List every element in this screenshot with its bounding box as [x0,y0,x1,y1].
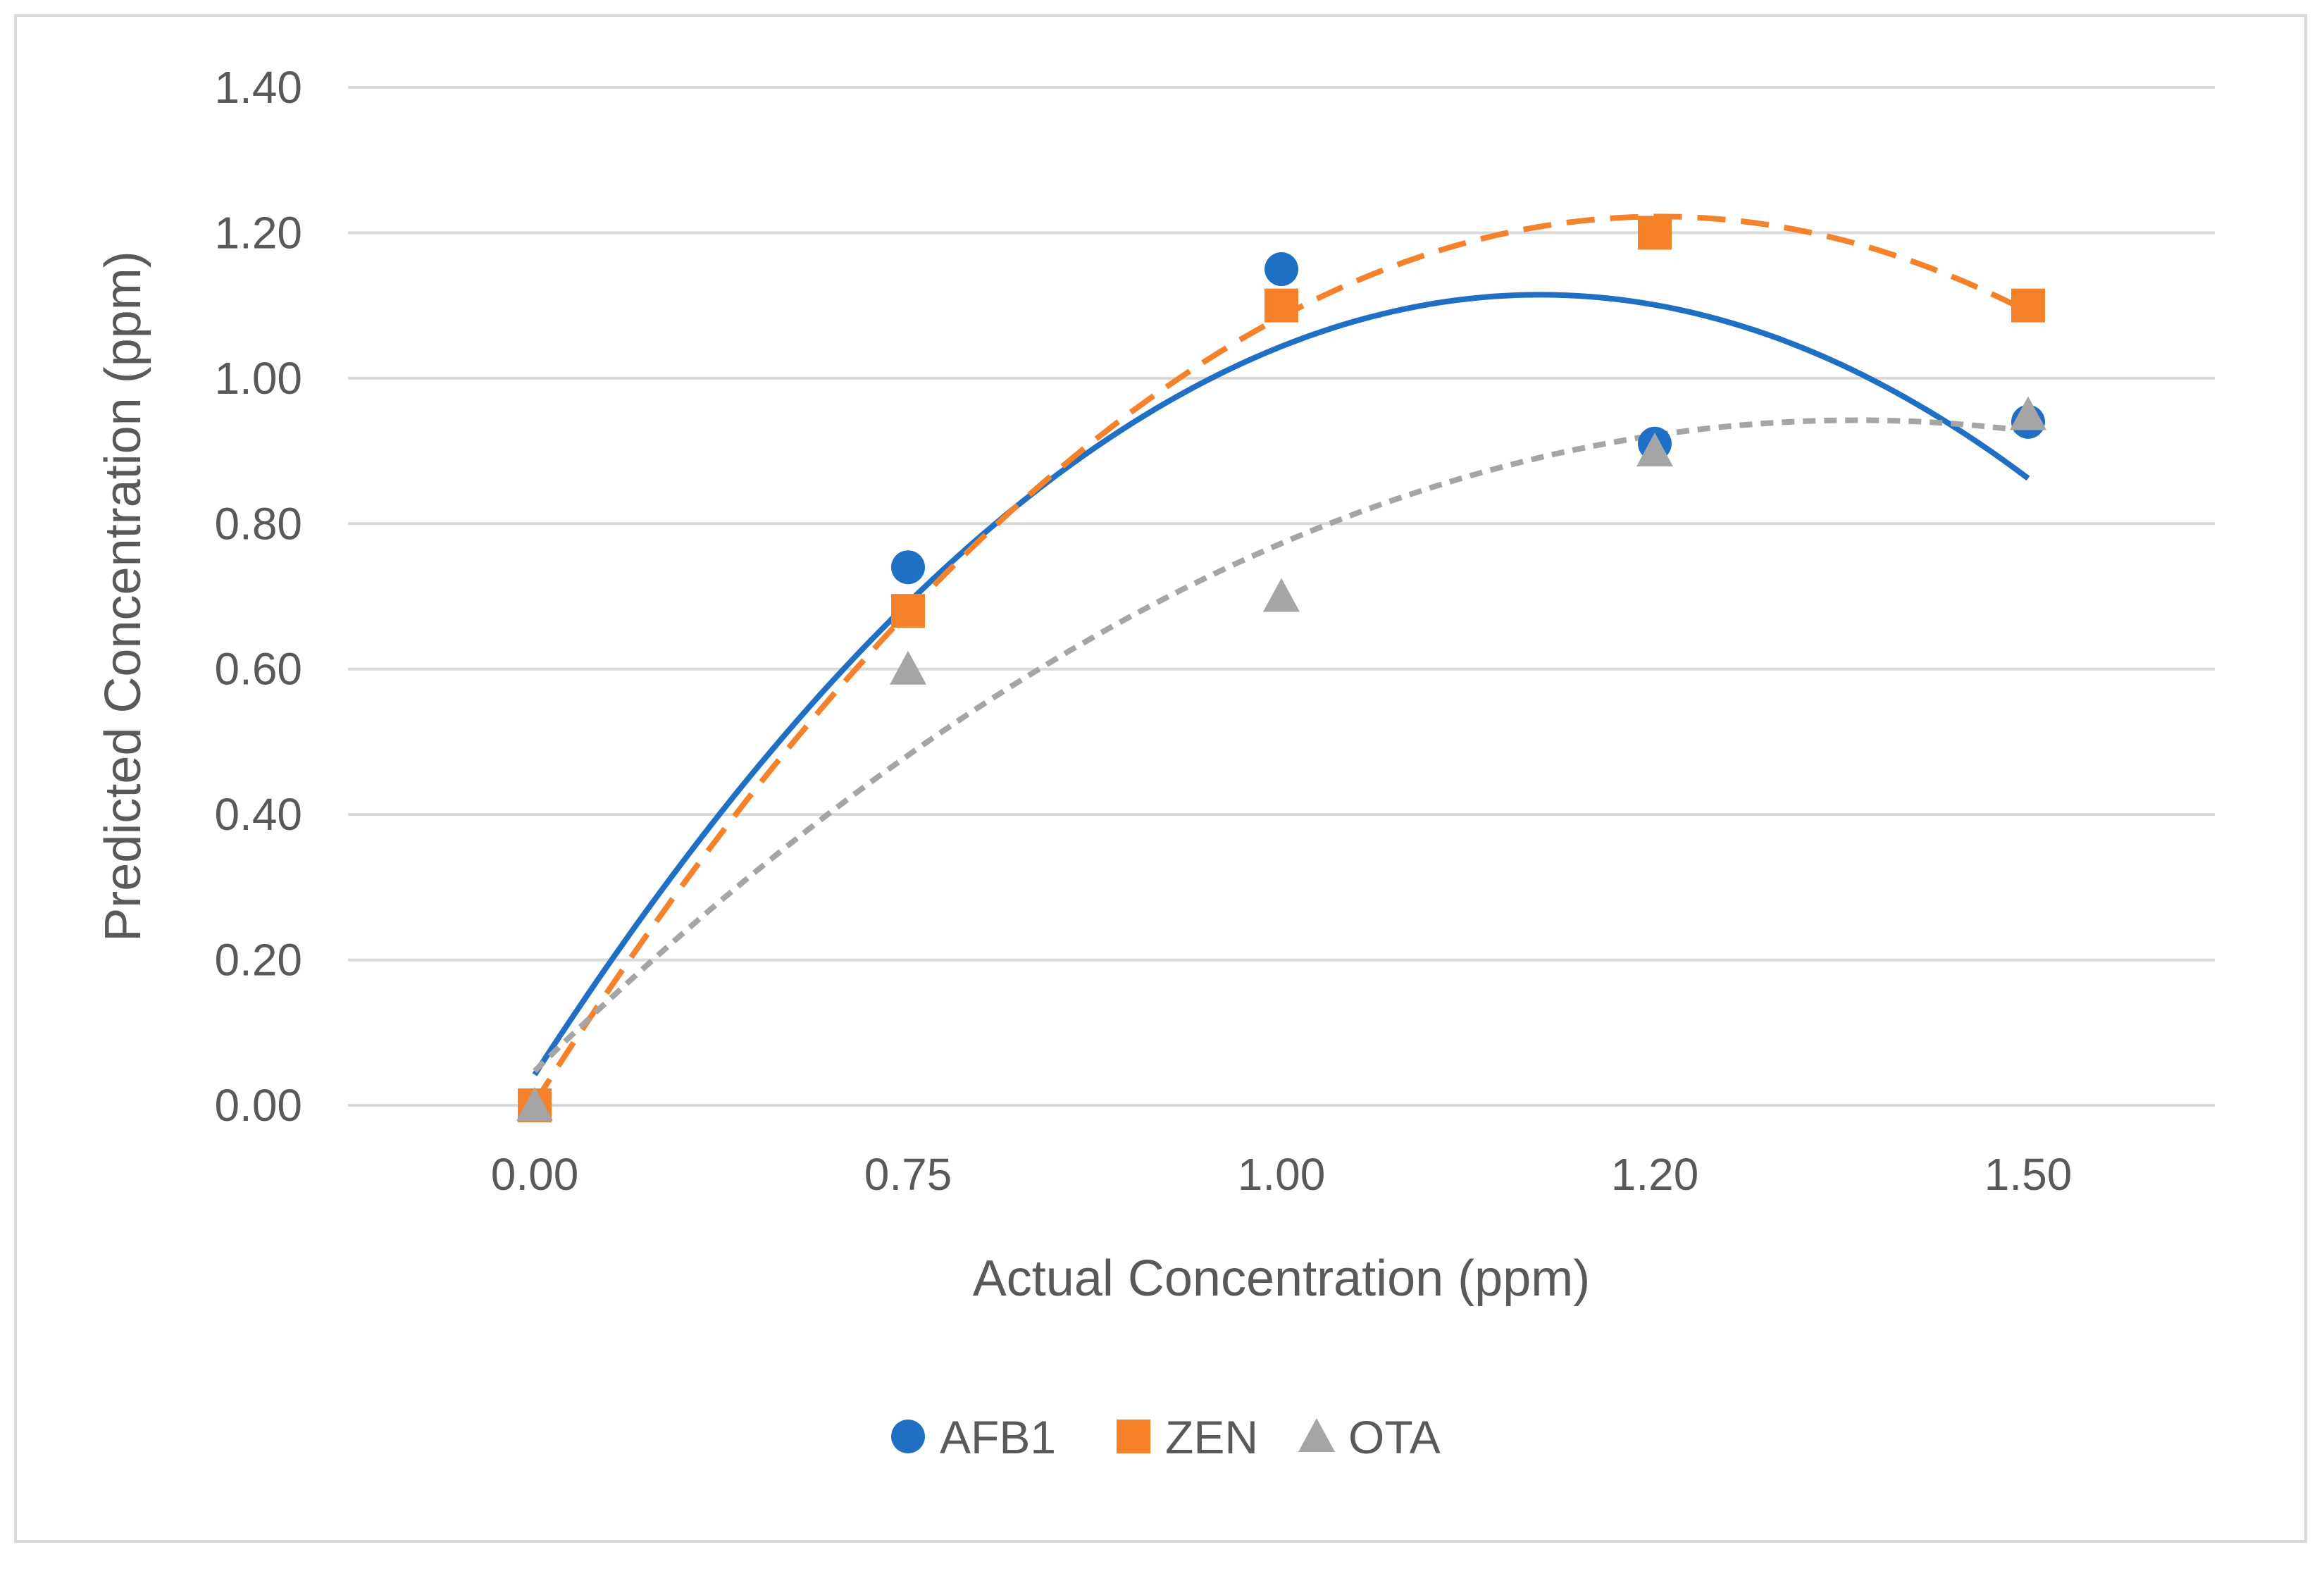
y-tick-label: 0.20 [214,935,302,986]
y-tick-label: 0.60 [214,644,302,695]
marker-layer [516,216,2046,1122]
data-point-afb1 [891,550,925,585]
x-tick-label: 1.50 [1984,1149,2073,1200]
y-tick-label: 0.80 [214,498,302,549]
trendline-afb1 [532,292,2030,1076]
legend: AFB1 ZEN OTA [891,1411,1441,1463]
y-tick-label: 1.40 [214,62,302,113]
x-tick-label: 1.00 [1238,1149,1326,1200]
x-axis-ticks: 0.00 0.75 1.00 1.20 1.50 [491,1149,2073,1200]
trendline-layer [532,213,2030,1105]
grid-layer [348,86,2215,1107]
y-tick-label: 1.20 [214,207,302,258]
trendline-ota [533,417,2029,1074]
data-point-ota [1263,578,1300,612]
x-tick-label: 0.75 [864,1149,952,1200]
y-axis-ticks: 0.00 0.20 0.40 0.60 0.80 1.00 1.20 1.40 [214,62,302,1131]
legend-marker-afb1 [891,1420,925,1453]
y-tick-label: 0.40 [214,789,302,840]
y-tick-label: 0.00 [214,1080,302,1131]
legend-marker-ota [1298,1418,1335,1452]
data-point-zen [1638,216,1672,250]
data-point-ota [890,650,926,685]
data-point-afb1 [1264,252,1298,287]
data-point-ota [1636,433,1673,467]
data-point-ota [2010,396,2046,430]
data-point-ota [516,1087,553,1121]
data-point-zen [891,594,925,628]
data-point-zen [1264,288,1298,323]
chart-frame: 0.00 0.20 0.40 0.60 0.80 1.00 1.20 1.40 0.00 0.7… [14,14,2307,1543]
x-tick-label: 1.20 [1611,1149,1699,1200]
legend-label-ota: OTA [1348,1411,1441,1463]
chart-svg: 0.00 0.20 0.40 0.60 0.80 1.00 1.20 1.40 0.00 0.7… [95,62,2215,1463]
legend-marker-zen [1117,1420,1150,1453]
legend-label-afb1: AFB1 [940,1411,1056,1463]
x-tick-label: 0.00 [491,1149,579,1200]
x-axis-title: Actual Concentration (ppm) [973,1250,1590,1307]
y-axis-title: Predicted Concentration (ppm) [95,251,151,941]
legend-label-zen: ZEN [1165,1411,1258,1463]
y-tick-label: 1.00 [214,353,302,404]
data-point-zen [2011,288,2045,323]
